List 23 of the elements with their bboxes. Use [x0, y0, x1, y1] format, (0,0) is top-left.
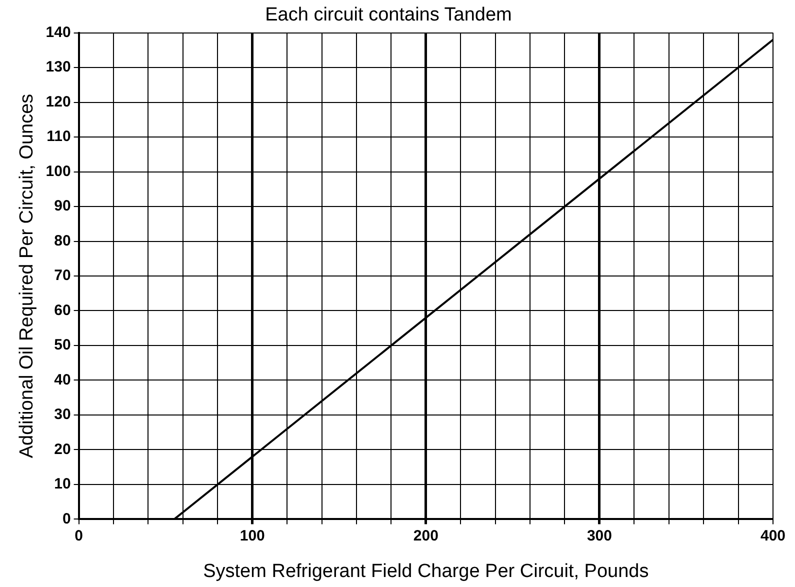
y-tick-label: 140 [46, 24, 71, 41]
y-axis-title: Additional Oil Required Per Circuit, Ounces [16, 94, 38, 458]
y-tick-label: 0 [62, 510, 71, 528]
y-tick-label: 20 [54, 440, 71, 458]
y-tick-label: 60 [54, 302, 71, 319]
x-tick-label: 0 [74, 527, 83, 544]
y-tick-label: 40 [54, 371, 71, 388]
x-axis-title: System Refrigerant Field Charge Per Circuit, Pounds [203, 560, 649, 582]
x-tick-label: 100 [240, 527, 265, 544]
y-tick-label: 120 [46, 93, 71, 110]
y-tick-label: 110 [46, 128, 71, 146]
x-tick-label: 300 [586, 527, 612, 544]
y-tick-label: 90 [54, 198, 71, 215]
y-tick-label: 130 [46, 58, 71, 76]
y-tick-label: 100 [46, 162, 71, 180]
chart-title: Each circuit contains Tandem [265, 4, 512, 26]
y-tick-label: 70 [54, 267, 71, 284]
y-tick-label: 30 [54, 406, 71, 424]
y-tick-label: 80 [54, 232, 71, 250]
x-tick-label: 400 [760, 527, 786, 544]
x-tick-label: 200 [413, 527, 438, 544]
y-tick-label: 50 [54, 336, 71, 354]
y-tick-label: 10 [54, 476, 71, 493]
